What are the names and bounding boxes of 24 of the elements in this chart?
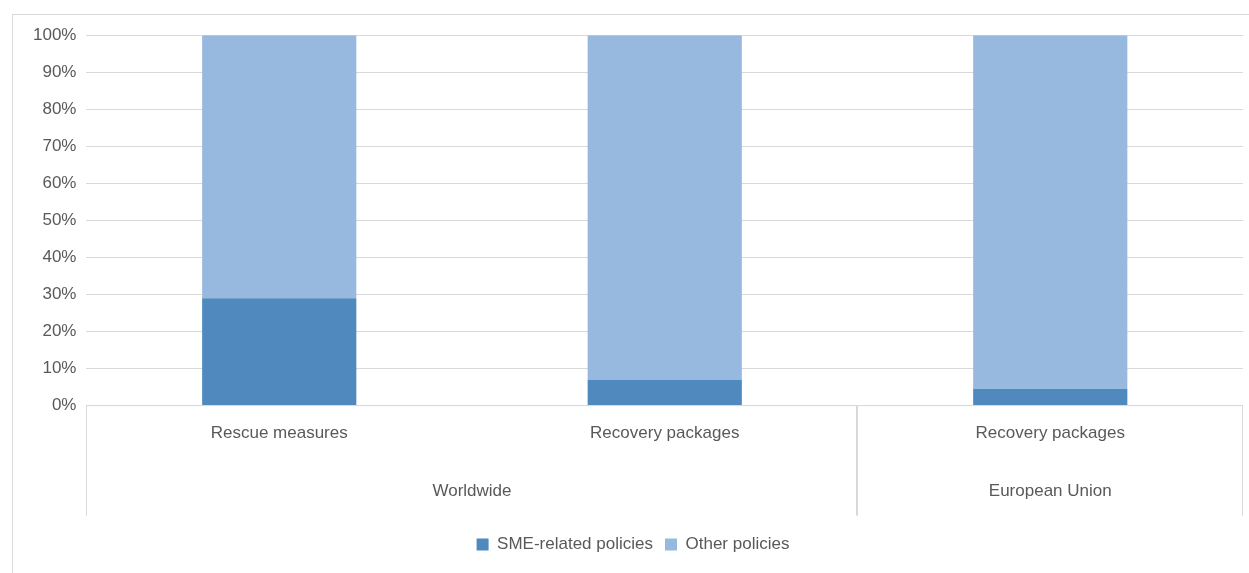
legend-label: Other policies (685, 534, 790, 554)
y-tick-label: 100% (33, 24, 77, 44)
text: European Union (988, 481, 1112, 501)
y-tick-label: 90% (42, 61, 77, 81)
bar (202, 35, 357, 299)
bar (202, 298, 357, 406)
text: Worldwide (432, 481, 512, 501)
y-tick-label: 20% (42, 321, 77, 341)
bar (587, 379, 742, 406)
y-tick-label: 10% (42, 358, 77, 378)
y-tick-label: 30% (42, 284, 77, 304)
y-tick-label: 40% (42, 247, 77, 267)
bar (973, 388, 1128, 406)
bar (973, 35, 1128, 389)
y-tick-label: 0% (51, 395, 77, 415)
bar (587, 35, 742, 380)
y-tick-label: 70% (42, 136, 77, 156)
y-tick-label: 60% (42, 173, 77, 193)
y-tick-label: 50% (42, 210, 77, 230)
legend-label: SME-related policies (497, 534, 653, 554)
y-tick-label: 80% (42, 98, 77, 118)
x-tick-label: Recovery packages (590, 423, 740, 443)
x-tick-label: Recovery packages (975, 423, 1125, 443)
x-tick-label: Rescue measures (210, 423, 348, 443)
